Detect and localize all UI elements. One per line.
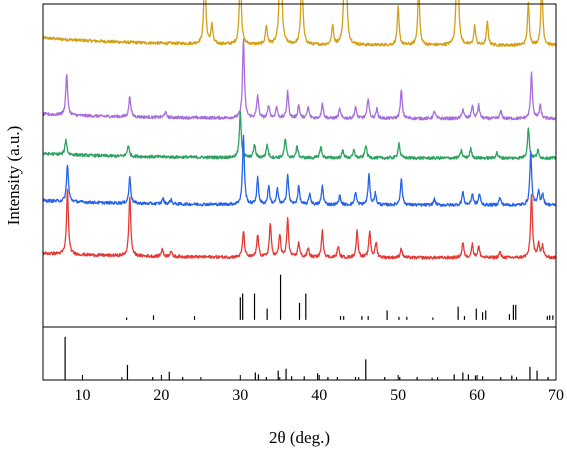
y-axis-label: Intensity (a.u.) — [4, 126, 23, 226]
series-line-4 — [42, 134, 557, 207]
series-line-2 — [42, 38, 557, 121]
series-line-1 — [42, 0, 557, 48]
series-line-5 — [42, 188, 557, 260]
plot-lines — [42, 0, 557, 260]
x-tick-label-60: 60 — [469, 387, 485, 404]
x-tick-label-30: 30 — [232, 387, 248, 404]
x-tick-label-10: 10 — [74, 387, 90, 404]
x-axis-ticks: 10 20 30 40 50 60 70 — [42, 375, 564, 404]
reference-patterns — [64, 274, 554, 380]
x-tick-label-20: 20 — [153, 387, 169, 404]
x-tick-label-40: 40 — [311, 387, 327, 404]
x-tick-label-70: 70 — [548, 387, 564, 404]
x-tick-label-50: 50 — [390, 387, 406, 404]
plot-frame — [42, 3, 557, 381]
series-line-3 — [42, 110, 557, 161]
x-axis-label: 2θ (deg.) — [269, 428, 330, 447]
